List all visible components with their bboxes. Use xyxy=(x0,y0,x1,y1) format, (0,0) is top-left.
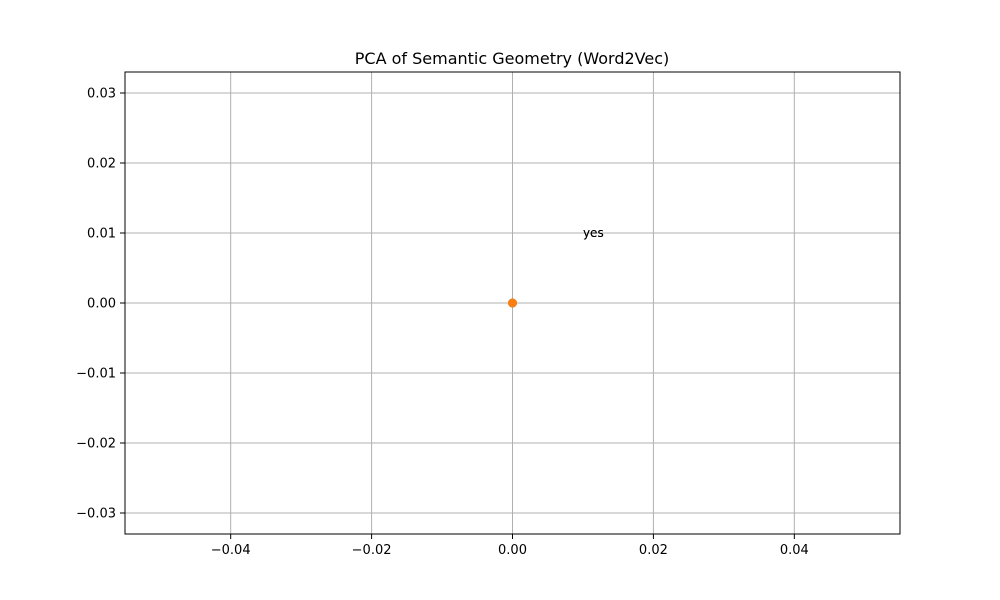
x-tick-label: −0.04 xyxy=(211,543,251,558)
chart-title: PCA of Semantic Geometry (Word2Vec) xyxy=(355,49,670,68)
y-tick-label: −0.01 xyxy=(76,367,116,382)
plot-frame xyxy=(124,71,901,535)
y-tick-label: 0.02 xyxy=(87,157,116,172)
y-tick-label: −0.03 xyxy=(76,507,116,522)
point-annotation: yes xyxy=(583,226,604,240)
y-tick-label: 0.01 xyxy=(87,227,116,242)
data-point xyxy=(508,298,517,308)
x-tick-label: −0.02 xyxy=(352,543,392,558)
ticks: −0.04 −0.02 0.00 0.02 0.04 −0.03 −0.02 −0.01 0.0… xyxy=(76,87,809,559)
x-tick-label: 0.02 xyxy=(639,543,668,558)
y-tick-label: −0.02 xyxy=(76,437,116,452)
x-tick-label: 0.04 xyxy=(780,543,809,558)
x-tick-label: 0.00 xyxy=(498,543,527,558)
y-tick-label: 0.03 xyxy=(87,87,116,102)
point-annotation: yes xyxy=(583,226,604,240)
data-points xyxy=(508,298,517,308)
y-tick-label: 0.00 xyxy=(87,297,116,312)
